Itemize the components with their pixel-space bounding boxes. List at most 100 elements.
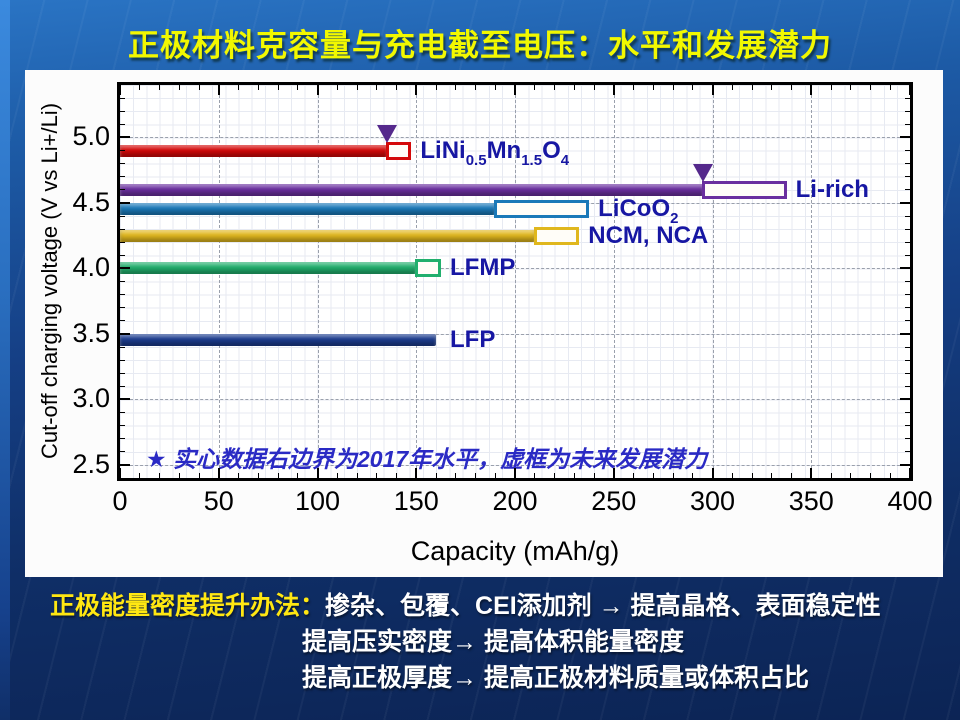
bar-label-lirich: Li-rich [796,175,869,205]
tick-y-minor [905,451,910,453]
tick-x-minor [751,85,753,90]
tick-y-major [120,136,130,139]
tick-y-major [900,267,910,270]
tick-x-minor [336,85,338,90]
gridline-v-350 [811,85,813,478]
label-text: Li-rich [795,175,869,203]
tick-x-minor [889,473,891,478]
tick-x-minor [238,85,239,90]
tick-x-minor [257,85,259,90]
tick-y-major [900,398,910,401]
marker-2017-lnmo [376,124,397,143]
tick-y-minor [120,254,125,256]
tick-y-minor [120,372,125,374]
bar-label-ncm: NCM, NCA [588,221,708,251]
tick-y-minor [905,215,910,217]
label-text: NCM, NCA [588,221,709,249]
tick-x-minor [455,473,457,478]
tick-y-minor [905,438,910,440]
bar-label-lfmp: LFMP [450,253,515,283]
tick-x-minor [771,473,773,478]
tick-x-minor [771,85,773,90]
tick-y-minor [120,307,125,309]
x-tick-label-400: 400 [887,486,933,516]
bar-lnmo [120,144,387,157]
bar-label-lco: LiCoO2 [598,194,678,227]
tick-y-minor [905,189,910,191]
tick-y-minor [120,163,125,165]
tick-y-minor [120,425,125,427]
tick-x-major [711,468,714,478]
tick-x-minor [652,473,654,478]
tick-y-minor [905,320,910,322]
tick-x-major [217,85,220,95]
label-text: LFP [450,326,496,354]
tick-x-minor [791,85,792,90]
x-tick-label-300: 300 [689,486,736,516]
tick-y-minor [120,215,125,217]
tick-x-minor [178,85,180,90]
tick-x-minor [830,473,832,478]
tick-x-minor [534,473,536,478]
tick-y-minor [905,372,910,374]
label-text: LFMP [450,254,516,282]
gridline-v-150 [416,85,418,478]
tick-y-minor [120,150,125,151]
footer-line-1: 正极能量密度提升办法：掺杂、包覆、CEI添加剂 → 提高晶格、表面稳定性 [50,588,930,624]
tick-y-minor [905,228,910,230]
tick-x-minor [435,473,437,478]
gridline-v-300 [712,85,714,478]
gridline-v-50 [218,85,220,478]
tick-y-major [120,201,130,204]
tick-y-major [120,332,130,335]
gridline-v-200 [515,85,516,478]
tick-y-minor [905,307,910,309]
bar-label-lfp: LFP [450,325,495,355]
tick-x-minor [830,85,832,90]
tick-x-minor [475,473,476,478]
x-axis-title: Capacity (mAh/g) [410,536,620,566]
x-tick-label-50: 50 [203,486,234,516]
tick-x-minor [731,473,733,478]
tick-x-minor [356,473,358,478]
tick-x-minor [731,85,733,90]
footer-prefix: 正极能量密度提升办法： [50,592,326,620]
bar-lfp [120,334,436,347]
tick-x-minor [455,85,457,90]
y-axis-title-text: Cut-off charging voltage (V vs Li+/Li) [37,102,62,460]
tick-x-minor [534,85,536,90]
slide-title: 正极材料克容量与充电截至电压：水平和发展潜力 [128,28,832,63]
tick-x-minor [257,473,259,478]
tick-x-minor [336,473,338,478]
tick-x-major [119,85,121,95]
tick-x-minor [139,473,141,478]
x-tick-label-0: 0 [112,486,128,516]
y-tick-label-5: 5.0 [72,121,110,152]
tick-y-minor [120,176,125,178]
y-tick-label-3.5: 3.5 [72,317,110,348]
tick-y-minor [905,281,910,282]
tick-x-minor [277,85,279,90]
tick-x-minor [889,85,891,90]
tick-y-major [900,201,910,204]
tick-x-minor [672,473,674,478]
potential-box-lco [494,200,590,219]
tick-y-minor [905,254,910,256]
tick-x-major [316,85,319,95]
tick-x-minor [139,85,141,90]
tick-x-major [612,468,615,478]
tick-y-minor [905,97,910,99]
tick-x-major [711,85,714,95]
tick-y-major [900,463,910,466]
tick-y-minor [120,438,125,440]
tick-x-minor [494,85,496,90]
x-tick-label-350: 350 [788,486,834,516]
tick-x-major [909,85,911,95]
y-tick-label-4: 4.0 [72,252,110,283]
tick-x-minor [297,85,299,90]
tick-y-minor [120,412,125,413]
bar-label-lnmo: LiNi0.5Mn1.5O4 [420,136,569,169]
tick-x-minor [633,473,634,478]
potential-box-ncm [533,226,580,245]
